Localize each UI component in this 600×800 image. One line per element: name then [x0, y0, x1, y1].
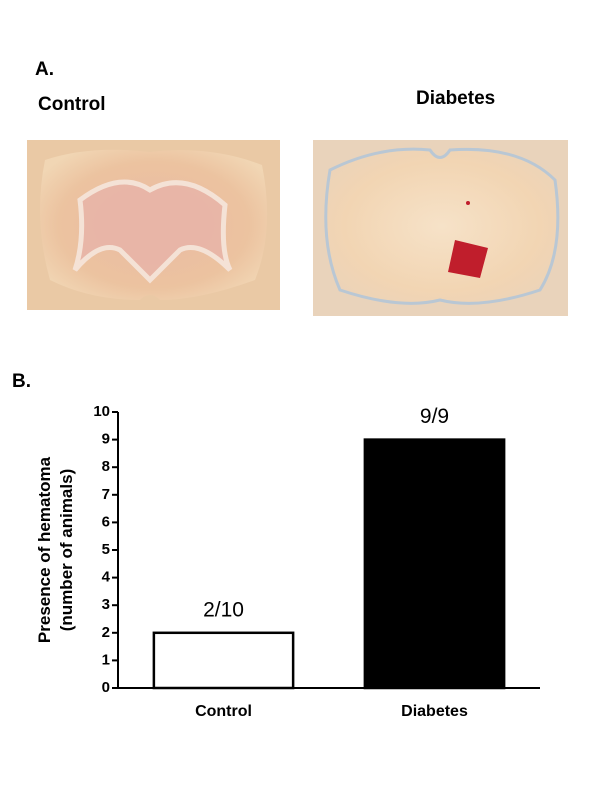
bar-chart: 0 1 2 3 4 5 6 7 8 9 10 Presence of hematoma (number …: [35, 403, 540, 720]
image-label: Control: [38, 94, 106, 115]
bar: [152, 631, 295, 690]
y-tick-label: 5: [102, 541, 110, 558]
panel-label: A.: [35, 59, 54, 80]
x-tick-label: Diabetes: [401, 703, 468, 720]
diabetes-photo: [313, 140, 568, 316]
value-label: 9/9: [420, 405, 449, 428]
y-tick-label: 4: [102, 569, 111, 586]
bar: [363, 438, 506, 690]
y-tick-label: 2: [102, 624, 110, 641]
y-axis-label-line: Presence of hematoma: [35, 456, 54, 643]
control-photo: [27, 140, 280, 310]
y-tick-label: 7: [102, 486, 110, 503]
value-label: 2/10: [203, 598, 244, 621]
y-tick-label: 8: [102, 458, 110, 475]
y-tick-label: 10: [93, 403, 110, 420]
y-tick-label: 9: [102, 431, 110, 448]
y-tick-label: 3: [102, 596, 110, 613]
y-tick-label: 0: [102, 679, 110, 696]
image-label: Diabetes: [416, 88, 495, 109]
y-axis-label-line: (number of animals): [57, 469, 76, 631]
y-axis-label: Presence of hematoma (number of animals): [35, 456, 76, 643]
y-tick-label: 6: [102, 513, 110, 530]
x-tick-label: Control: [195, 703, 252, 720]
panel-label: B.: [12, 371, 31, 392]
y-tick-label: 1: [102, 651, 110, 668]
